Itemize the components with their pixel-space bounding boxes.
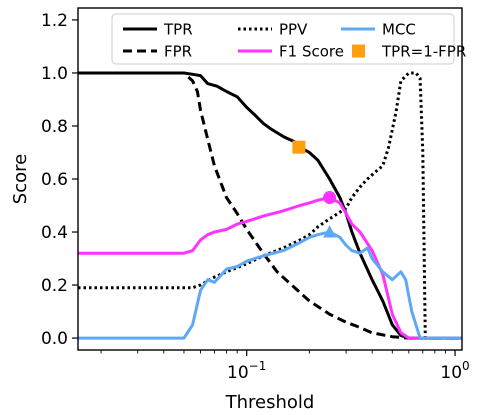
series-lines xyxy=(78,71,462,340)
series-line-tpr xyxy=(78,71,462,340)
special-markers xyxy=(292,140,337,238)
y-tick-label: 0.0 xyxy=(41,329,68,349)
series-line-f1-score xyxy=(78,196,462,340)
legend-label-tpr-1-fpr: TPR=1-FPR xyxy=(381,43,466,61)
y-tick-label: 1.0 xyxy=(41,64,68,84)
mcc-max-triangle-marker xyxy=(323,225,337,238)
f1-max-circle-marker xyxy=(323,191,337,205)
legend-label-tpr: TPR xyxy=(163,21,193,39)
legend-box xyxy=(111,13,455,65)
axis-ticks: 0.0 0.2 0.4 0.6 0.8 1.0 1.2 10−1 100 xyxy=(41,11,470,383)
legend: TPR PPV MCC FPR F1 Score TPR=1-FPR xyxy=(111,13,466,65)
y-tick-label: 0.2 xyxy=(41,276,68,296)
legend-label-ppv: PPV xyxy=(279,21,308,39)
legend-label-mcc: MCC xyxy=(382,21,416,39)
y-tick-label: 0.6 xyxy=(41,170,68,190)
series-line-mcc xyxy=(78,230,462,340)
legend-label-f1-score: F1 Score xyxy=(279,43,344,61)
legend-swatch-tpr-1-fpr xyxy=(352,44,365,58)
tpr-1-fpr-square-marker xyxy=(292,140,306,154)
x-tick-label: 10−1 xyxy=(227,359,266,383)
series-line-ppv xyxy=(78,71,462,340)
x-axis-label: Threshold xyxy=(225,392,315,413)
y-axis-label: Score xyxy=(10,154,31,204)
x-tick-label: 100 xyxy=(440,359,469,383)
series-line-fpr xyxy=(78,71,462,340)
y-tick-label: 0.8 xyxy=(41,117,68,137)
y-tick-label: 1.2 xyxy=(41,11,68,31)
y-tick-label: 0.4 xyxy=(41,223,68,243)
legend-label-fpr: FPR xyxy=(164,43,192,61)
